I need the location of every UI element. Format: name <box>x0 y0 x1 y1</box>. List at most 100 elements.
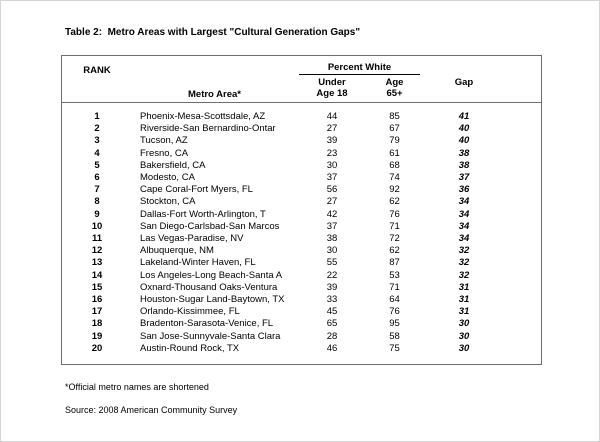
table-row: 20 Austin-Round Rock, TX 46 75 30 <box>62 343 541 355</box>
table-row: 19 San Jose-Sunnyvale-Santa Clara 28 58 … <box>62 331 541 343</box>
metro-cell: Bradenton-Sarasota-Venice, FL <box>140 318 274 330</box>
under18-cell: 39 <box>326 281 338 293</box>
under18-cell: 22 <box>326 269 338 281</box>
under18-cell: 45 <box>326 306 338 318</box>
age65-cell: 71 <box>389 281 400 293</box>
age65-cell: 87 <box>389 257 400 269</box>
rank-cell: 7 <box>94 184 100 196</box>
rank-cell: 11 <box>91 233 103 245</box>
metro-cell: Dallas-Fort Worth-Arlington, T <box>140 208 266 220</box>
metro-cell: Orlando-Kissimmee, FL <box>140 306 240 318</box>
gap-cell: 34 <box>458 196 470 208</box>
rank-cell: 12 <box>91 245 103 257</box>
gap-cell: 30 <box>458 318 470 330</box>
header-rank: RANK <box>83 65 111 76</box>
table-row: 4 Fresno, CA 23 61 38 <box>62 148 541 160</box>
data-table: RANK Metro Area* Percent White Under Age… <box>61 55 542 365</box>
gap-cell: 37 <box>458 172 470 184</box>
source-note: Source: 2008 American Community Survey <box>65 405 238 415</box>
gap-cell: 32 <box>458 245 470 257</box>
under18-cell: 33 <box>326 294 338 306</box>
gap-cell: 31 <box>458 306 470 318</box>
rank-cell: 18 <box>91 318 103 330</box>
rank-cell: 14 <box>91 269 103 281</box>
header-age-line2: 65+ <box>386 88 403 99</box>
header-percent-white-group: Percent White Under Age 18 Age 65+ <box>297 62 422 102</box>
table-row: 10 San Diego-Carlsbad-San Marcos 37 71 3… <box>62 221 541 233</box>
under18-cell: 37 <box>326 220 338 232</box>
table-header: RANK Metro Area* Percent White Under Age… <box>62 56 541 103</box>
metro-cell: Modesto, CA <box>140 172 195 184</box>
age65-cell: 85 <box>389 111 400 122</box>
gap-cell: 36 <box>458 184 470 196</box>
metro-cell: Los Angeles-Long Beach-Santa A <box>140 269 283 281</box>
metro-cell: Las Vegas-Paradise, NV <box>140 233 244 245</box>
gap-cell: 34 <box>458 220 470 232</box>
metro-cell: Albuquerque, NM <box>140 245 214 257</box>
age65-cell: 72 <box>389 233 400 245</box>
table-row: 3 Tucson, AZ 39 79 40 <box>62 135 541 147</box>
age65-cell: 62 <box>389 196 400 208</box>
table-row: 15 Oxnard-Thousand Oaks-Ventura 39 71 31 <box>62 282 541 294</box>
header-percent-white: Percent White <box>299 62 420 75</box>
gap-cell: 34 <box>458 233 470 245</box>
header-subrow: Under Age 18 Age 65+ <box>297 77 422 99</box>
table-row: 14 Los Angeles-Long Beach-Santa A 22 53 … <box>62 270 541 282</box>
metro-cell: Austin-Round Rock, TX <box>140 342 240 354</box>
metro-cell: Fresno, CA <box>140 147 189 159</box>
table-caption: Table 2: Metro Areas with Largest "Cultu… <box>65 27 361 38</box>
header-age-65-plus: Age 65+ <box>367 77 422 99</box>
metro-cell: San Jose-Sunnyvale-Santa Clara <box>140 330 281 342</box>
rank-cell: 5 <box>94 159 100 171</box>
under18-cell: 28 <box>326 330 338 342</box>
table-row: 9 Dallas-Fort Worth-Arlington, T 42 76 3… <box>62 209 541 221</box>
gap-cell: 31 <box>458 294 470 306</box>
gap-cell: 32 <box>458 269 470 281</box>
under18-cell: 30 <box>326 159 338 171</box>
rank-cell: 2 <box>94 123 100 135</box>
metro-cell: Riverside-San Bernardino-Ontar <box>140 123 276 135</box>
age65-cell: 61 <box>389 147 400 159</box>
table-row: 6 Modesto, CA 37 74 37 <box>62 172 541 184</box>
under18-cell: 46 <box>326 342 338 354</box>
gap-cell: 40 <box>458 123 470 135</box>
age65-cell: 79 <box>389 135 400 147</box>
gap-cell: 38 <box>458 159 470 171</box>
age65-cell: 76 <box>389 208 400 220</box>
rank-cell: 8 <box>94 196 100 208</box>
age65-cell: 67 <box>389 123 400 135</box>
table-row: 17 Orlando-Kissimmee, FL 45 76 31 <box>62 306 541 318</box>
header-age-line1: Age <box>385 77 404 88</box>
footnote: *Official metro names are shortened <box>65 382 209 392</box>
table-row: 2 Riverside-San Bernardino-Ontar 27 67 4… <box>62 123 541 135</box>
under18-cell: 65 <box>326 318 338 330</box>
header-under-line2: Age 18 <box>316 88 348 99</box>
age65-cell: 64 <box>389 294 400 306</box>
under18-cell: 30 <box>326 245 338 257</box>
gap-cell: 40 <box>458 135 470 147</box>
metro-cell: Bakersfield, CA <box>140 159 206 171</box>
metro-cell: San Diego-Carlsbad-San Marcos <box>140 220 280 232</box>
rank-cell: 10 <box>91 220 103 232</box>
rank-cell: 20 <box>91 342 103 354</box>
age65-cell: 76 <box>389 306 400 318</box>
metro-cell: Cape Coral-Fort Myers, FL <box>140 184 253 196</box>
age65-cell: 62 <box>389 245 400 257</box>
gap-cell: 30 <box>458 330 470 342</box>
under18-cell: 27 <box>326 123 338 135</box>
age65-cell: 53 <box>389 269 400 281</box>
rank-cell: 17 <box>91 306 103 318</box>
under18-cell: 39 <box>326 135 338 147</box>
rank-cell: 19 <box>91 330 103 342</box>
table-row: 11 Las Vegas-Paradise, NV 38 72 34 <box>62 233 541 245</box>
gap-cell: 38 <box>458 147 470 159</box>
header-metro-area: Metro Area* <box>188 89 241 100</box>
gap-cell: 41 <box>458 111 470 122</box>
rank-cell: 4 <box>94 147 100 159</box>
age65-cell: 95 <box>389 318 400 330</box>
table-body: 1 Phoenix-Mesa-Scottsdale, AZ 44 85 41 2… <box>62 103 541 355</box>
metro-cell: Lakeland-Winter Haven, FL <box>140 257 256 269</box>
table-row: 18 Bradenton-Sarasota-Venice, FL 65 95 3… <box>62 318 541 330</box>
metro-cell: Tucson, AZ <box>140 135 188 147</box>
